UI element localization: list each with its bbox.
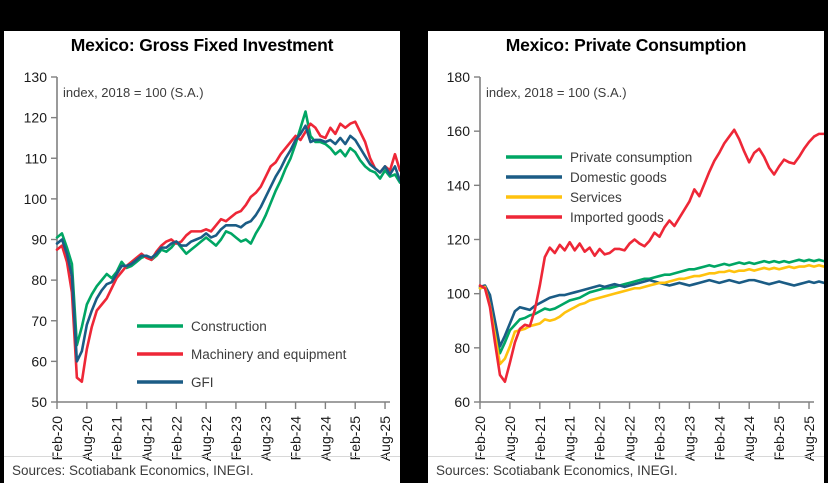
series-line-imported-goods [478, 128, 824, 383]
x-tick-label: Feb-25 [771, 416, 787, 461]
legend-label-construction: Construction [191, 319, 267, 334]
x-tick-label: Aug-21 [138, 416, 154, 461]
sources-note-right: Sources: Scotiabank Economics, INEGI. [436, 463, 678, 478]
sources-note-left: Sources: Scotiabank Economics, INEGI. [12, 463, 254, 478]
y-tick-label: 160 [447, 123, 471, 139]
x-tick-label: Feb-20 [472, 416, 488, 461]
legend-label-imported-goods: Imported goods [570, 210, 664, 225]
x-tick-label: Feb-22 [592, 416, 608, 461]
series-line-domestic-goods [478, 278, 824, 348]
x-tick-label: Feb-24 [711, 416, 727, 461]
y-tick-label: 90 [31, 232, 47, 248]
x-tick-label: Feb-25 [347, 416, 363, 461]
y-tick-label: 120 [447, 232, 471, 248]
y-tick-label: 60 [31, 353, 47, 369]
legend-label-gfi: GFI [191, 375, 214, 390]
x-tick-label: Aug-25 [801, 416, 817, 461]
x-tick-label: Aug-24 [741, 416, 757, 461]
line-chart-right: 60 80 100 120 140 160 180 Feb-20 Aug-20 Feb-21 Aug… [447, 69, 824, 461]
y-tick-label: 130 [24, 69, 48, 85]
y-tick-label: 80 [31, 272, 47, 288]
x-tick-label: Feb-22 [168, 416, 184, 461]
x-tick-label: Aug-21 [562, 416, 578, 461]
y-tick-label: 50 [31, 394, 47, 410]
sources-divider-right [428, 456, 824, 457]
x-tick-label: Aug-24 [317, 416, 333, 461]
legend-label-domestic-goods: Domestic goods [570, 170, 667, 185]
series-line-machinery-and-equipment [55, 120, 400, 383]
x-tick-label: Feb-21 [109, 416, 125, 461]
chart-panel-gross-fixed-investment: Mexico: Gross Fixed Investment 50 60 70 80 9… [4, 31, 400, 483]
x-tick-label: Feb-24 [288, 416, 304, 461]
y-tick-label: 70 [31, 313, 47, 329]
series-line-gfi [55, 124, 400, 363]
y-tick-label: 80 [454, 340, 470, 356]
line-chart-left: 50 60 70 80 90 100 110 120 130 Feb-20 Aug-20 Feb-21… [24, 69, 400, 461]
chart-title-right: Mexico: Private Consumption [505, 35, 747, 55]
chart-panel-private-consumption: Mexico: Private Consumption 60 80 100 120 14… [428, 31, 824, 483]
y-tick-label: 120 [24, 110, 48, 126]
y-tick-label: 110 [25, 150, 48, 166]
x-tick-label: Feb-20 [49, 416, 65, 461]
sources-divider-left [4, 456, 400, 457]
y-tick-label: 100 [447, 286, 471, 302]
plot-area-right: 60 80 100 120 140 160 180 Feb-20 Aug-20 Feb-21 Aug… [428, 31, 824, 483]
series-line-private-consumption [478, 258, 824, 355]
y-tick-label: 180 [447, 69, 471, 85]
legend-label-services: Services [570, 190, 622, 205]
legend-label-private-consumption: Private consumption [570, 150, 692, 165]
series-line-construction [55, 110, 400, 347]
x-tick-label: Aug-23 [258, 416, 274, 461]
x-tick-label: Feb-23 [651, 416, 667, 461]
x-tick-label: Feb-23 [228, 416, 244, 461]
legend-label-machinery-and-equipment: Machinery and equipment [191, 347, 347, 362]
x-tick-label: Aug-23 [681, 416, 697, 461]
y-tick-label: 60 [454, 394, 470, 410]
axis-note: index, 2018 = 100 (S.A.) [486, 85, 627, 100]
x-tick-label: Aug-22 [622, 416, 638, 461]
x-tick-label: Aug-22 [198, 416, 214, 461]
series-line-services [478, 263, 824, 366]
axis-note: index, 2018 = 100 (S.A.) [63, 85, 204, 100]
y-tick-label: 140 [447, 177, 471, 193]
x-tick-label: Aug-20 [502, 416, 518, 461]
x-tick-label: Feb-21 [532, 416, 548, 461]
x-tick-label: Aug-25 [377, 416, 393, 461]
chart-title-left: Mexico: Gross Fixed Investment [70, 35, 334, 55]
x-tick-label: Aug-20 [79, 416, 95, 461]
y-tick-label: 100 [24, 191, 48, 207]
plot-area-left: 50 60 70 80 90 100 110 120 130 Feb-20 Aug-20 Feb-21… [4, 31, 400, 483]
